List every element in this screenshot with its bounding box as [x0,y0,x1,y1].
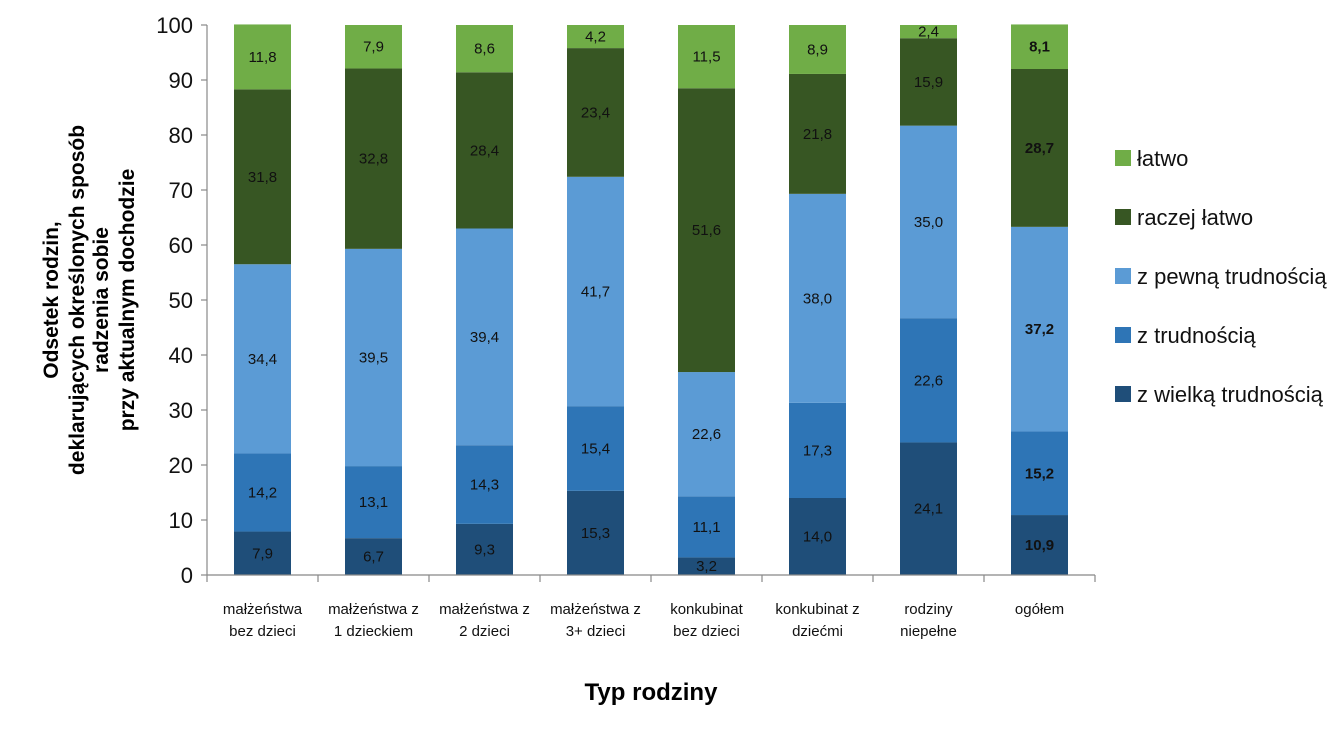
data-label: 11,1 [692,519,720,536]
legend-swatch [1115,209,1131,225]
legend-label: łatwo [1137,146,1188,171]
x-tick-label: małżeństwa bez dzieci [223,601,303,640]
data-label: 51,6 [692,222,721,239]
y-tick-label: 50 [169,288,193,313]
bars-group: 7,9 14,2 34,4 31,8 11,8 6,7 13,1 39,5 32,8 7,9 9,3… [234,24,1068,576]
data-label: 6,7 [363,549,384,566]
data-label: 21,8 [803,126,832,143]
x-tick-label: ogółem [1015,601,1064,618]
y-tick-label: 30 [169,398,193,423]
data-label: 22,6 [914,372,943,389]
y-tick-label: 80 [169,123,193,148]
data-label: 11,8 [248,49,276,66]
y-axis-title: Odsetek rodzin, deklarujących określonych… [40,125,139,475]
data-label: 35,0 [914,214,943,231]
y-tick-label: 90 [169,68,193,93]
legend-label: z wielką trudnością [1137,382,1324,407]
y-axis-title-line: przy aktualnym dochodzie [116,169,139,432]
data-label: 3,2 [696,558,717,575]
y-tick-label: 60 [169,233,193,258]
data-label: 24,1 [914,501,943,518]
data-label: 14,2 [248,485,277,502]
legend-label: z trudnością [1137,323,1256,348]
data-label: 32,8 [359,151,388,168]
y-tick-label: 40 [169,343,193,368]
data-label: 22,6 [692,426,721,443]
data-label: 11,5 [692,49,720,66]
data-label: 10,9 [1025,537,1054,554]
data-label: 39,5 [359,349,388,366]
data-label: 7,9 [252,545,273,562]
data-label: 15,4 [581,441,610,458]
y-tick-label: 0 [181,563,193,588]
data-label: 15,9 [914,74,943,91]
data-label: 8,1 [1029,39,1050,56]
data-label: 37,2 [1025,321,1054,338]
data-label: 39,4 [470,329,499,346]
data-label: 38,0 [803,290,832,307]
y-tick-label: 70 [169,178,193,203]
x-tick-label: konkubinat z dziećmi [775,601,859,640]
data-label: 34,4 [248,351,277,368]
legend-swatch [1115,150,1131,166]
data-label: 9,3 [474,541,495,558]
data-label: 31,8 [248,169,277,186]
data-label: 7,9 [363,39,384,56]
data-label: 41,7 [581,283,610,300]
x-axis-title: Typ rodziny [585,679,719,706]
legend-swatch [1115,327,1131,343]
legend-label: z pewną trudnością [1137,264,1327,289]
data-label: 17,3 [803,442,832,459]
data-label: 8,6 [474,41,495,58]
data-label: 2,4 [918,24,939,41]
x-tick-label: konkubinat bez dzieci [670,601,743,640]
legend: łatwo raczej łatwo z pewną trudnością z tru… [1115,146,1327,407]
data-label: 15,2 [1025,465,1054,482]
legend-label: raczej łatwo [1137,205,1253,230]
y-tick-label: 10 [169,508,193,533]
x-tick-label: rodziny niepełne [900,601,957,640]
data-label: 28,4 [470,142,499,159]
data-label: 23,4 [581,104,610,121]
y-tick-label: 20 [169,453,193,478]
y-axis-title-line: deklarujących określonych sposób [66,125,89,475]
y-axis-title-line: radzenia sobie [90,227,113,373]
legend-swatch [1115,386,1131,402]
y-axis-title-line: Odsetek rodzin, [40,221,63,379]
data-label: 13,1 [359,494,388,511]
legend-swatch [1115,268,1131,284]
y-tick-label: 100 [156,13,193,38]
data-label: 14,3 [470,477,499,494]
data-label: 14,0 [803,529,832,546]
data-label: 28,7 [1025,140,1054,157]
data-label: 15,3 [581,525,610,542]
data-label: 8,9 [807,41,828,58]
x-tick-label: małżeństwa z 3+ dzieci [550,601,641,640]
data-label: 4,2 [585,29,606,46]
